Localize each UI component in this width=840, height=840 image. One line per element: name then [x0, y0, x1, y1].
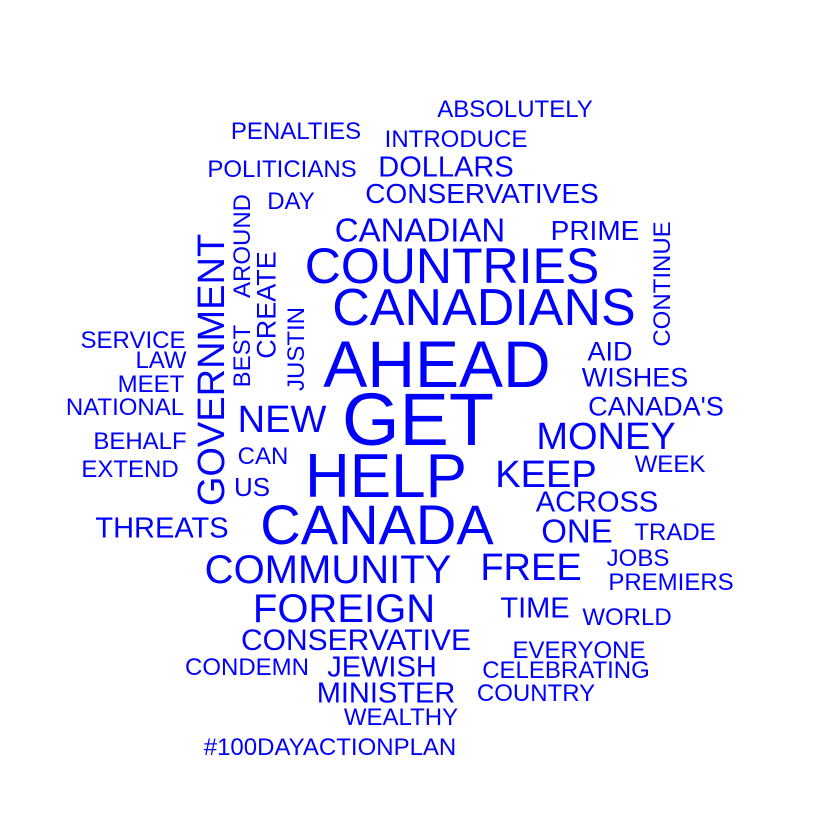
- word: POLITICIANS: [207, 156, 357, 183]
- word: AID: [587, 336, 633, 367]
- word: WEEK: [634, 451, 706, 478]
- word: ONE: [541, 512, 613, 550]
- word: COUNTRIES: [304, 238, 600, 294]
- word: AROUND: [229, 193, 256, 299]
- word: CONSERVATIVE: [240, 624, 472, 657]
- word: NATIONAL: [65, 394, 185, 421]
- word: COMMUNITY: [204, 548, 452, 592]
- word: EVERYONE: [512, 637, 646, 664]
- word: THREATS: [95, 512, 229, 545]
- word: PENALTIES: [230, 118, 362, 145]
- word: FREE: [480, 547, 582, 589]
- word: DAY: [267, 188, 315, 215]
- word: US: [233, 472, 271, 502]
- word: MEET: [117, 371, 185, 398]
- word: GET: [341, 378, 495, 461]
- word: CANADA'S: [588, 391, 724, 422]
- word: KEEP: [495, 454, 597, 496]
- word: ACROSS: [535, 486, 659, 519]
- word: CANADIANS: [332, 279, 636, 337]
- word: CONSERVATIVES: [365, 178, 599, 209]
- word: PREMIERS: [608, 569, 734, 596]
- word: WORLD: [582, 604, 672, 631]
- word: PRIME: [550, 215, 640, 246]
- word: JOBS: [606, 545, 670, 572]
- word: WEALTHY: [343, 704, 459, 731]
- word: CAN: [237, 443, 289, 470]
- word: MONEY: [536, 416, 676, 458]
- word: CREATE: [251, 251, 282, 359]
- word: CANADA: [260, 493, 494, 556]
- word: AHEAD: [323, 327, 551, 401]
- word: HELP: [305, 442, 467, 511]
- word: CANADIAN: [334, 211, 506, 249]
- word: EXTEND: [81, 456, 179, 483]
- word: COUNTRY: [476, 680, 596, 707]
- word: GOVERNMENT: [191, 233, 233, 507]
- word: WISHES: [581, 362, 689, 393]
- word: CELEBRATING: [482, 657, 650, 684]
- word: TRADE: [634, 519, 716, 546]
- word: CONTINUE: [649, 221, 676, 347]
- word: SERVICE: [80, 327, 186, 354]
- word: DOLLARS: [378, 151, 514, 184]
- word: JUSTIN: [283, 307, 310, 391]
- word: CONDEMN: [185, 654, 309, 681]
- word: FOREIGN: [252, 587, 436, 631]
- word: TIME: [500, 592, 570, 625]
- word: MINISTER: [316, 677, 456, 710]
- word: ABSOLUTELY: [437, 96, 593, 123]
- word: INTRODUCE: [384, 126, 528, 153]
- word: NEW: [237, 399, 327, 441]
- word: BEHALF: [93, 428, 187, 455]
- word: #100DAYACTIONPLAN: [203, 734, 457, 761]
- word: LAW: [135, 347, 187, 374]
- word: BEST: [229, 324, 256, 388]
- word: JEWISH: [327, 651, 437, 684]
